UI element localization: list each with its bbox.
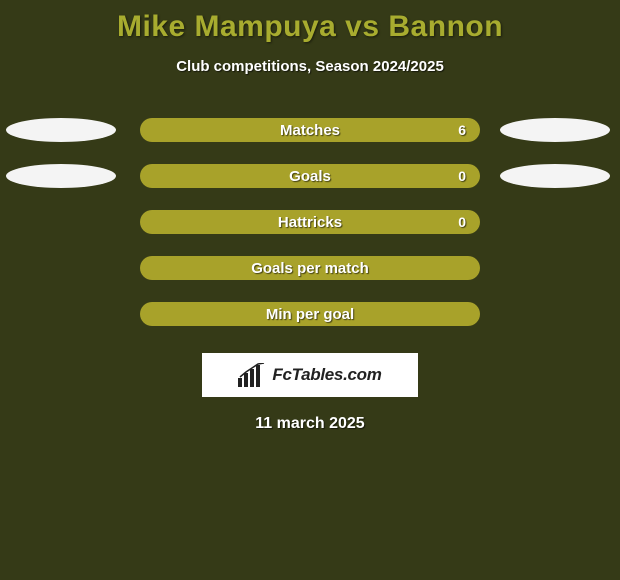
- comparison-card: Mike Mampuya vs Bannon Club competitions…: [0, 0, 620, 580]
- stat-row: Min per goal: [0, 291, 620, 337]
- stat-bar: Matches 6: [140, 118, 480, 142]
- right-ellipse: [500, 164, 610, 188]
- stat-row: Matches 6: [0, 107, 620, 153]
- date-label: 11 march 2025: [0, 415, 620, 433]
- stat-label: Goals: [289, 168, 331, 185]
- fctables-logo: FcTables.com: [202, 353, 418, 397]
- stat-value-right: 0: [458, 168, 466, 184]
- stat-label: Matches: [280, 122, 340, 139]
- stat-value-right: 6: [458, 122, 466, 138]
- stat-row: Hattricks 0: [0, 199, 620, 245]
- stat-row: Goals per match: [0, 245, 620, 291]
- left-ellipse: [6, 118, 116, 142]
- stat-label: Goals per match: [251, 260, 369, 277]
- page-title: Mike Mampuya vs Bannon: [0, 10, 620, 44]
- right-ellipse: [500, 118, 610, 142]
- stat-bar: Min per goal: [140, 302, 480, 326]
- stat-row: Goals 0: [0, 153, 620, 199]
- stat-value-right: 0: [458, 214, 466, 230]
- stat-bar: Hattricks 0: [140, 210, 480, 234]
- left-ellipse: [6, 164, 116, 188]
- stats-rows: Matches 6 Goals 0 Hattricks 0 Goals per match M…: [0, 107, 620, 337]
- logo-text: FcTables.com: [272, 365, 381, 385]
- stat-bar: Goals 0: [140, 164, 480, 188]
- stat-label: Min per goal: [266, 306, 354, 323]
- subtitle: Club competitions, Season 2024/2025: [0, 58, 620, 75]
- stat-bar: Goals per match: [140, 256, 480, 280]
- stat-label: Hattricks: [278, 214, 342, 231]
- bar-chart-icon: [238, 363, 266, 387]
